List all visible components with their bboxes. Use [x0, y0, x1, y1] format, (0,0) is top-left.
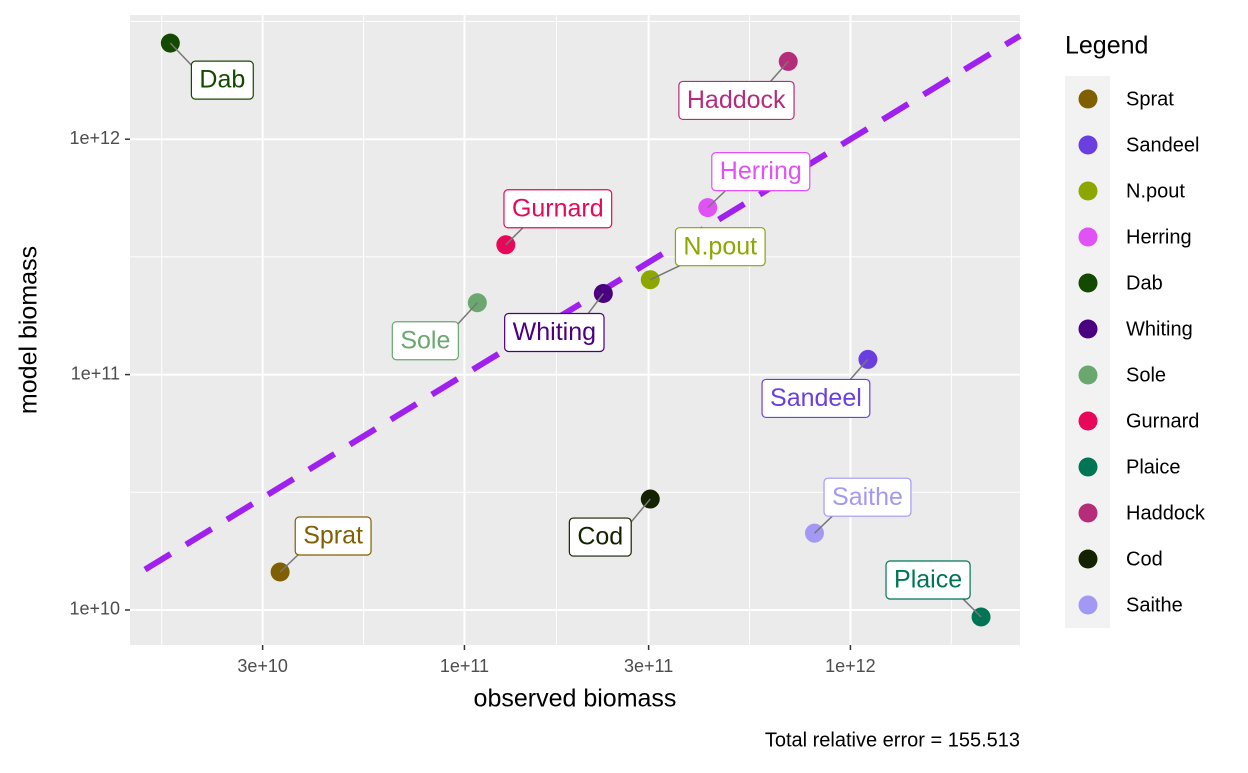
point-label: Plaice	[894, 566, 962, 594]
y-tick-label: 1e+11	[71, 363, 120, 383]
point-label-group: Sandeel	[761, 358, 871, 419]
point-label-group: Saithe	[813, 477, 912, 534]
point-label: Haddock	[687, 86, 786, 114]
legend-label: Dab	[1126, 272, 1163, 294]
label-box	[503, 189, 613, 229]
legend-label: Whiting	[1126, 318, 1193, 340]
x-axis-title: observed biomass	[474, 685, 677, 713]
label-box	[711, 152, 811, 192]
point-label: Sole	[400, 326, 450, 354]
point-label-group: Sole	[391, 302, 478, 361]
point-label: Sprat	[303, 522, 363, 550]
point-label-group: Whiting	[504, 293, 605, 353]
legend-key	[1078, 503, 1098, 523]
legend-key	[1078, 457, 1098, 477]
legend-key	[1078, 135, 1098, 155]
label-connector	[629, 498, 651, 524]
y-axis-title: model biomass	[15, 246, 43, 414]
legend-label: Cod	[1126, 548, 1163, 570]
legend-key	[1078, 227, 1098, 247]
label-connector	[169, 42, 193, 67]
point-label: N.pout	[683, 232, 757, 260]
label-box	[391, 321, 459, 361]
legend-key	[1078, 595, 1098, 615]
caption: Total relative error = 155.513	[765, 729, 1020, 751]
label-box	[504, 312, 605, 353]
point-label-group: Plaice	[885, 560, 982, 618]
point-label-group: Cod	[568, 498, 651, 557]
legend-label: Saithe	[1126, 594, 1183, 616]
legend-label: Herring	[1126, 226, 1192, 248]
point-label-group: Gurnard	[503, 189, 613, 246]
label-box	[761, 378, 871, 419]
x-tick-label: 1e+12	[825, 656, 876, 676]
point-label-group: Herring	[707, 152, 811, 209]
label-box	[678, 80, 795, 121]
point-label: Herring	[720, 157, 802, 185]
legend-label: Plaice	[1126, 456, 1180, 478]
legend-title: Legend	[1065, 32, 1148, 60]
label-box	[190, 60, 254, 100]
point-label-group: Haddock	[678, 60, 795, 121]
legend-label: Sprat	[1126, 88, 1174, 110]
point-label-group: N.pout	[649, 227, 766, 281]
label-box	[674, 227, 766, 267]
point-label-group: Sprat	[279, 516, 372, 573]
label-box	[885, 560, 971, 600]
legend-key	[1078, 181, 1098, 201]
point-label-group: Dab	[169, 42, 254, 100]
legend-label: Gurnard	[1126, 410, 1199, 432]
point-label: Sandeel	[770, 384, 862, 412]
label-box	[823, 477, 912, 517]
legend-key	[1078, 89, 1098, 109]
x-tick-label: 3e+11	[624, 656, 673, 676]
point-label: Gurnard	[512, 194, 604, 222]
point-label: Saithe	[832, 483, 903, 511]
legend-label: Sole	[1126, 364, 1166, 386]
legend-key	[1078, 365, 1098, 385]
legend-label: Sandeel	[1126, 134, 1199, 156]
label-box	[294, 516, 372, 556]
y-tick-label: 1e+12	[69, 128, 120, 148]
point-label: Cod	[577, 523, 623, 551]
legend-label: N.pout	[1126, 180, 1185, 202]
x-tick-label: 3e+10	[237, 656, 288, 676]
y-tick-label: 1e+10	[69, 599, 120, 619]
point-label: Dab	[199, 66, 245, 94]
point-label: Whiting	[513, 318, 596, 346]
x-tick-label: 1e+11	[440, 656, 489, 676]
reference-line	[143, 33, 1022, 573]
legend-key	[1078, 411, 1098, 431]
legend-key	[1078, 319, 1098, 339]
legend-label: Haddock	[1126, 502, 1206, 524]
legend-key	[1078, 549, 1098, 569]
legend-key	[1078, 273, 1098, 293]
label-connector	[454, 302, 478, 328]
label-box	[568, 517, 632, 557]
